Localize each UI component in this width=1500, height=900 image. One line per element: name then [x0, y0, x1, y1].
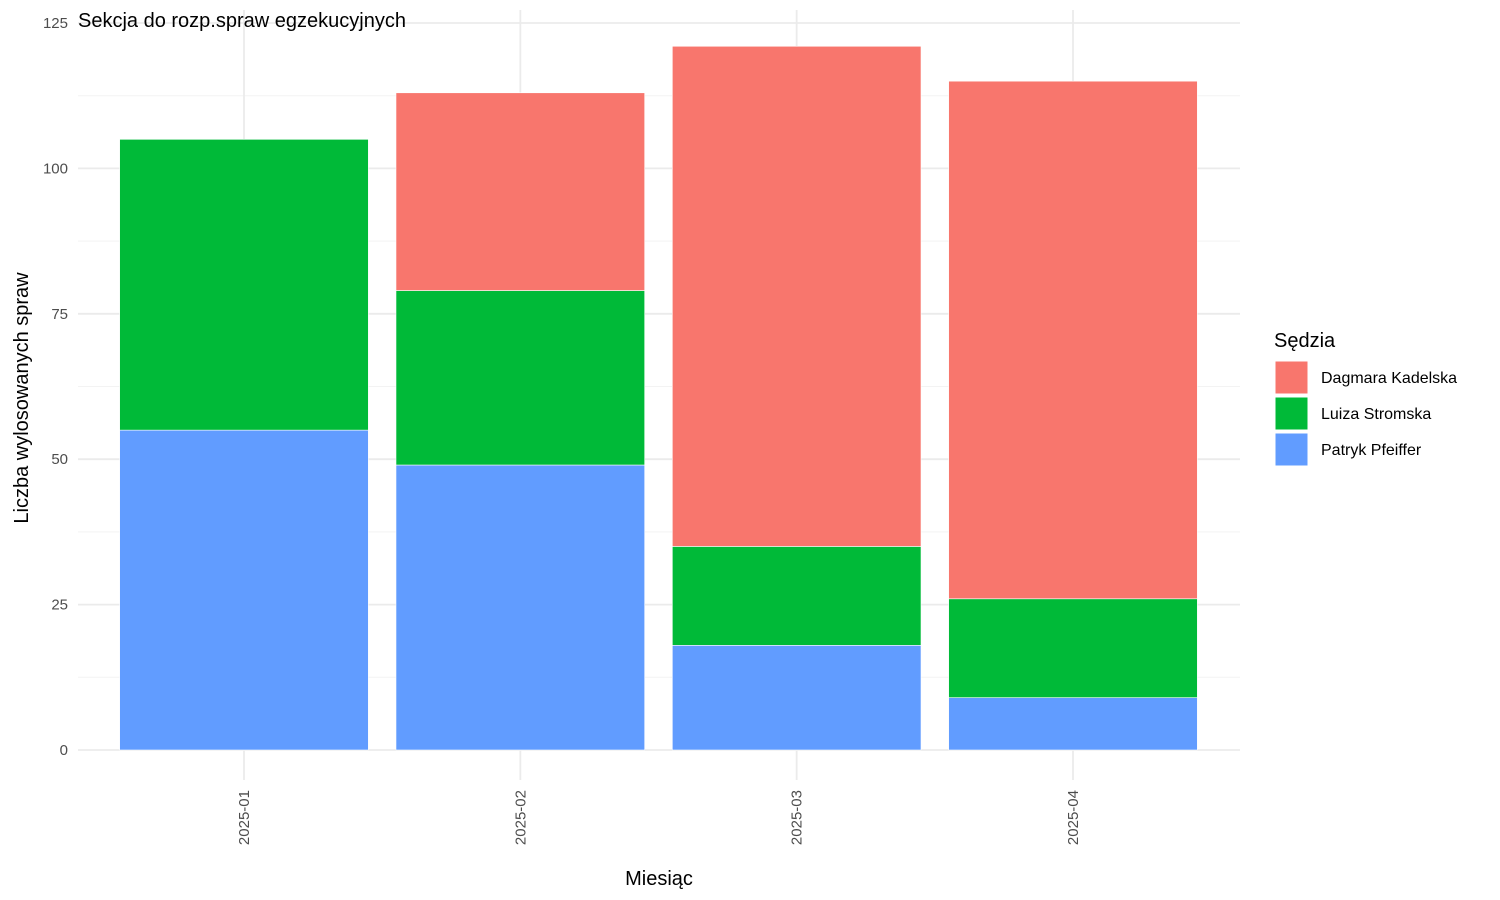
legend-label: Luiza Stromska: [1321, 406, 1431, 423]
x-tick-label: 2025-04: [1065, 790, 1082, 845]
legend-label: Patryk Pfeiffer: [1321, 442, 1422, 459]
bar-segment: [948, 697, 1198, 751]
y-tick-label: 0: [60, 742, 68, 759]
x-tick-label: 2025-01: [236, 790, 253, 845]
bar-segment: [395, 290, 645, 466]
bar-segment: [672, 546, 922, 646]
x-tick-label: 2025-02: [512, 790, 529, 845]
y-axis-ticks: 0 25 50 75 100 125: [43, 15, 68, 759]
bar-segment: [119, 429, 369, 751]
x-tick-label: 2025-03: [789, 790, 806, 845]
legend-label: Dagmara Kadelska: [1321, 370, 1457, 387]
bar-segment: [119, 139, 369, 431]
legend-swatch: [1274, 360, 1309, 395]
bar-segment: [672, 45, 922, 547]
y-tick-label: 50: [51, 451, 68, 468]
bars: [119, 45, 1198, 751]
bar-segment: [948, 80, 1198, 600]
legend-swatch: [1274, 432, 1309, 467]
y-tick-label: 75: [51, 306, 68, 323]
x-axis-ticks: 2025-01 2025-02 2025-03 2025-04: [236, 790, 1082, 845]
y-tick-label: 25: [51, 597, 68, 614]
legend-swatch: [1274, 396, 1309, 431]
bar-segment: [948, 598, 1198, 698]
legend-title: Sędzia: [1274, 330, 1336, 352]
y-tick-label: 125: [43, 15, 68, 32]
bar-segment: [395, 92, 645, 291]
y-tick-label: 100: [43, 160, 68, 177]
legend: Sędzia Dagmara Kadelska Luiza Stromska Pat…: [1274, 330, 1457, 467]
bar-segment: [672, 645, 922, 751]
bar-segment: [395, 464, 645, 751]
y-axis-title: Liczba wylosowanych spraw: [11, 272, 33, 524]
x-axis-title: Miesiąc: [625, 868, 693, 890]
chart-title: Sekcja do rozp.spraw egzekucyjnych: [78, 10, 406, 32]
